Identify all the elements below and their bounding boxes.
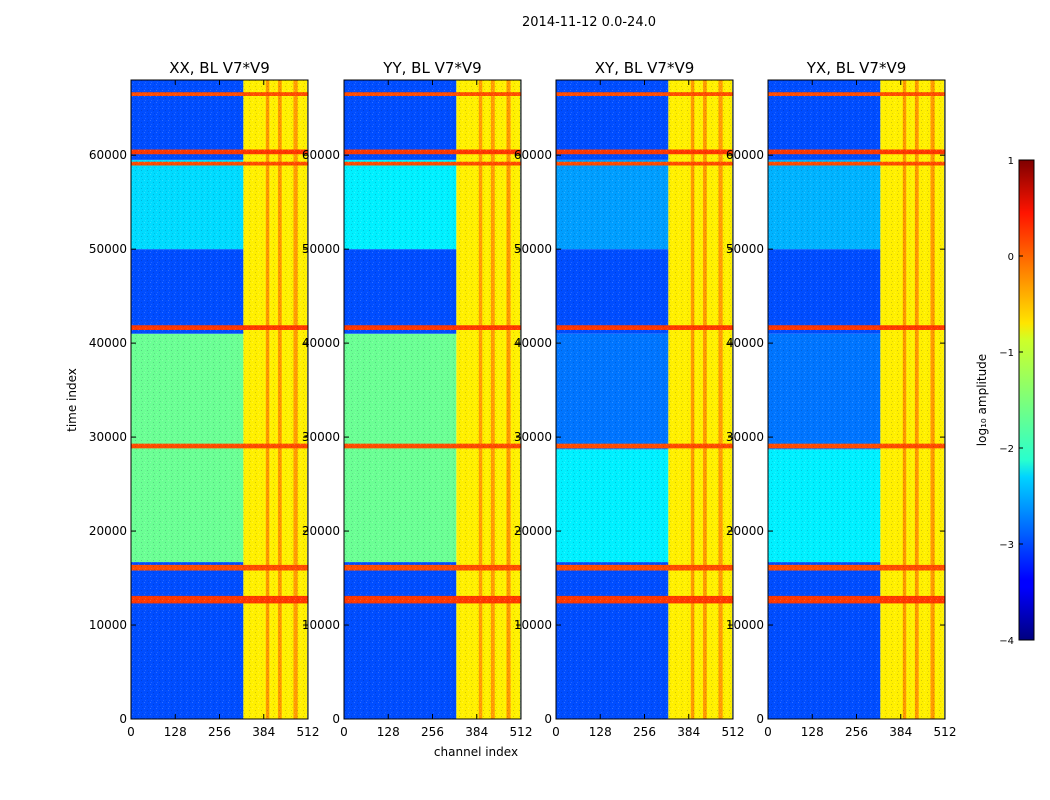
colorbar-tick-label: −1 bbox=[999, 348, 1014, 359]
y-tick-label: 40000 bbox=[89, 336, 127, 350]
y-tick-label: 10000 bbox=[89, 618, 127, 632]
x-tick-label: 0 bbox=[340, 725, 348, 739]
y-tick-label: 50000 bbox=[89, 242, 127, 256]
y-tick-label: 20000 bbox=[302, 524, 340, 538]
panel-1-title: XX, BL V7*V9 bbox=[169, 59, 270, 77]
x-tick-label: 256 bbox=[421, 725, 444, 739]
panel-2: YY, BL V7*V9 0 128 256 384 512 0 10000 20000 3000… bbox=[302, 59, 533, 739]
y-tick-label: 50000 bbox=[514, 242, 552, 256]
y-tick-label: 30000 bbox=[514, 430, 552, 444]
y-tick-label: 60000 bbox=[514, 148, 552, 162]
y-tick-label: 20000 bbox=[89, 524, 127, 538]
noise-texture bbox=[768, 80, 945, 719]
y-tick-label: 40000 bbox=[302, 336, 340, 350]
x-tick-label: 0 bbox=[764, 725, 772, 739]
x-tick-label: 384 bbox=[677, 725, 700, 739]
colorbar-tick-label: −3 bbox=[999, 540, 1014, 551]
x-tick-label: 0 bbox=[552, 725, 560, 739]
y-tick-label: 10000 bbox=[514, 618, 552, 632]
panel-3-title: XY, BL V7*V9 bbox=[595, 59, 695, 77]
colorbar-tick-label: 0 bbox=[1008, 252, 1014, 263]
panel-2-title: YY, BL V7*V9 bbox=[382, 59, 481, 77]
y-tick-label: 40000 bbox=[726, 336, 764, 350]
noise-texture bbox=[344, 80, 521, 719]
figure-suptitle: 2014-11-12 0.0-24.0 bbox=[522, 15, 656, 30]
y-tick-label: 30000 bbox=[302, 430, 340, 444]
x-tick-label: 384 bbox=[889, 725, 912, 739]
x-tick-label: 512 bbox=[934, 725, 957, 739]
x-tick-label: 384 bbox=[465, 725, 488, 739]
noise-texture bbox=[131, 80, 308, 719]
y-tick-label: 0 bbox=[756, 712, 764, 726]
y-tick-label: 60000 bbox=[89, 148, 127, 162]
x-tick-label: 128 bbox=[589, 725, 612, 739]
colorbar-tick-label: −4 bbox=[999, 636, 1014, 647]
y-tick-label: 20000 bbox=[514, 524, 552, 538]
y-tick-label: 60000 bbox=[302, 148, 340, 162]
y-tick-label: 60000 bbox=[726, 148, 764, 162]
x-tick-label: 256 bbox=[208, 725, 231, 739]
colorbar-gradient bbox=[1018, 159, 1035, 641]
y-tick-label: 0 bbox=[544, 712, 552, 726]
colorbar-tick-label: −2 bbox=[999, 444, 1014, 455]
y-tick-label: 40000 bbox=[514, 336, 552, 350]
y-tick-label: 0 bbox=[332, 712, 340, 726]
x-axis-label: channel index bbox=[434, 745, 518, 759]
colorbar-ticks: 1 0 −1 −2 −3 −4 bbox=[999, 156, 1023, 647]
x-tick-label: 256 bbox=[845, 725, 868, 739]
panels: XX, BL V7*V9 0 128 256 384 512 0 10000 20000 3000… bbox=[89, 59, 957, 739]
x-tick-label: 512 bbox=[510, 725, 533, 739]
x-tick-label: 384 bbox=[252, 725, 275, 739]
x-tick-label: 128 bbox=[164, 725, 187, 739]
noise-texture bbox=[556, 80, 733, 719]
x-tick-label: 256 bbox=[633, 725, 656, 739]
panel-1: XX, BL V7*V9 0 128 256 384 512 0 10000 20000 3000… bbox=[89, 59, 320, 739]
y-tick-label: 50000 bbox=[726, 242, 764, 256]
x-tick-label: 128 bbox=[377, 725, 400, 739]
y-tick-label: 10000 bbox=[726, 618, 764, 632]
panel-3: XY, BL V7*V9 0 128 256 384 512 0 10000 20000 3000… bbox=[514, 59, 745, 739]
x-tick-label: 0 bbox=[127, 725, 135, 739]
panel-4-title: YX, BL V7*V9 bbox=[806, 59, 907, 77]
y-tick-label: 20000 bbox=[726, 524, 764, 538]
y-tick-label: 0 bbox=[119, 712, 127, 726]
y-tick-label: 10000 bbox=[302, 618, 340, 632]
y-tick-label: 30000 bbox=[89, 430, 127, 444]
colorbar-tick-label: 1 bbox=[1008, 156, 1014, 167]
x-tick-label: 128 bbox=[801, 725, 824, 739]
colorbar: log₁₀ amplitude 1 0 −1 −2 −3 −4 bbox=[975, 156, 1035, 647]
panel-4: YX, BL V7*V9 0 128 256 384 512 0 10000 20000 3000… bbox=[726, 59, 957, 739]
x-tick-label: 512 bbox=[722, 725, 745, 739]
colorbar-label: log₁₀ amplitude bbox=[975, 354, 989, 446]
y-tick-label: 50000 bbox=[302, 242, 340, 256]
y-tick-label: 30000 bbox=[726, 430, 764, 444]
x-tick-label: 512 bbox=[297, 725, 320, 739]
y-axis-label: time index bbox=[65, 368, 79, 432]
